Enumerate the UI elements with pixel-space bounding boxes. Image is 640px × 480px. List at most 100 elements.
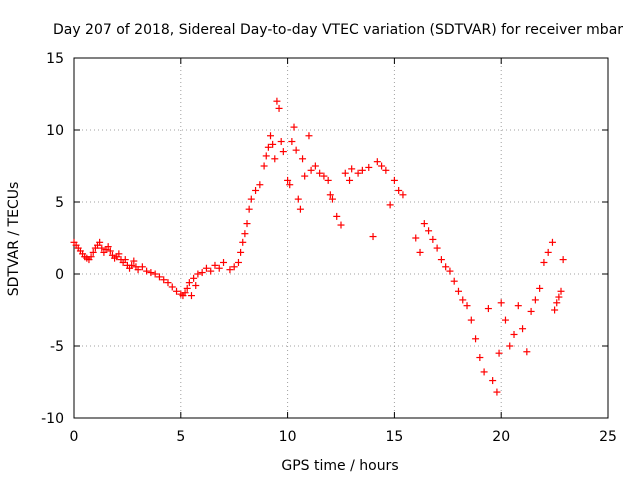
data-point — [425, 227, 433, 235]
data-point — [89, 248, 97, 256]
y-tick-label: -5 — [50, 339, 64, 355]
data-point — [311, 162, 319, 170]
data-point — [320, 172, 328, 180]
data-point — [354, 169, 362, 177]
data-point — [275, 104, 283, 112]
data-point — [230, 263, 238, 271]
data-point — [256, 181, 264, 189]
data-point — [185, 279, 193, 287]
data-point — [237, 248, 245, 256]
data-point — [548, 238, 556, 246]
y-tick-label: 15 — [46, 51, 64, 67]
data-point — [501, 316, 509, 324]
chart-title: Day 207 of 2018, Sidereal Day-to-day VTE… — [53, 22, 623, 38]
data-point — [369, 233, 377, 241]
x-tick-label: 5 — [176, 429, 185, 445]
data-point — [399, 191, 407, 199]
data-point — [433, 244, 441, 252]
data-point — [168, 283, 176, 291]
data-point — [241, 230, 249, 238]
data-point — [279, 148, 287, 156]
data-point — [365, 163, 373, 171]
data-point — [540, 258, 548, 266]
x-tick-label: 10 — [279, 429, 297, 445]
data-point — [416, 248, 424, 256]
axis-ticks — [73, 57, 609, 419]
plot-frame — [73, 57, 609, 419]
grid-lines — [74, 58, 608, 418]
data-point — [523, 348, 531, 356]
data-point — [559, 256, 567, 264]
data-point — [284, 176, 292, 184]
data-point — [269, 140, 277, 148]
data-point — [98, 244, 106, 252]
data-point — [328, 195, 336, 203]
data-point — [183, 284, 191, 292]
data-point — [390, 176, 398, 184]
data-point — [226, 266, 234, 274]
data-point — [192, 282, 200, 290]
data-point — [271, 155, 279, 163]
data-point — [489, 377, 497, 385]
data-point — [194, 270, 202, 278]
data-point — [243, 220, 251, 228]
data-point — [459, 296, 467, 304]
data-point — [480, 368, 488, 376]
data-point — [211, 261, 219, 269]
data-markers — [70, 97, 567, 396]
data-point — [420, 220, 428, 228]
y-tick-labels: -10 -5 0 5 10 15 — [41, 51, 64, 427]
data-point — [173, 287, 181, 295]
data-point — [454, 287, 462, 295]
data-point — [130, 257, 138, 265]
data-point — [519, 325, 527, 333]
y-tick-label: 5 — [55, 195, 64, 211]
data-point — [382, 166, 390, 174]
data-point — [497, 299, 505, 307]
data-point — [260, 162, 268, 170]
x-tick-label: 0 — [70, 429, 79, 445]
data-point — [234, 258, 242, 266]
data-point — [437, 256, 445, 264]
data-point — [446, 267, 454, 275]
data-point — [341, 169, 349, 177]
data-point — [386, 201, 394, 209]
data-point — [138, 263, 146, 271]
data-point — [247, 195, 255, 203]
data-point — [290, 123, 298, 131]
data-point — [292, 146, 300, 154]
data-point — [358, 166, 366, 174]
y-axis-label: SDTVAR / TECUs — [6, 182, 22, 297]
data-point — [115, 250, 123, 258]
data-point — [326, 191, 334, 199]
data-point — [536, 284, 544, 292]
data-point — [472, 335, 480, 343]
data-point — [155, 273, 163, 281]
data-point — [106, 247, 114, 255]
data-point — [476, 354, 484, 362]
data-point — [378, 162, 386, 170]
data-point — [527, 307, 535, 315]
data-point — [187, 292, 195, 300]
data-point — [273, 97, 281, 105]
y-tick-label: -10 — [41, 411, 64, 427]
data-point — [160, 276, 168, 284]
data-point — [220, 258, 228, 266]
data-point — [316, 169, 324, 177]
data-point — [429, 235, 437, 243]
data-point — [337, 221, 345, 229]
data-point — [128, 261, 136, 269]
data-point — [164, 279, 172, 287]
data-point — [198, 269, 206, 277]
data-point — [296, 205, 304, 213]
x-tick-labels: 0 5 10 15 20 25 — [70, 429, 617, 445]
data-point — [252, 186, 260, 194]
data-point — [121, 256, 129, 264]
data-point — [551, 306, 559, 314]
data-point — [96, 238, 104, 246]
data-point — [262, 152, 270, 160]
data-point — [463, 302, 471, 310]
data-point — [288, 138, 296, 146]
data-point — [143, 267, 151, 275]
